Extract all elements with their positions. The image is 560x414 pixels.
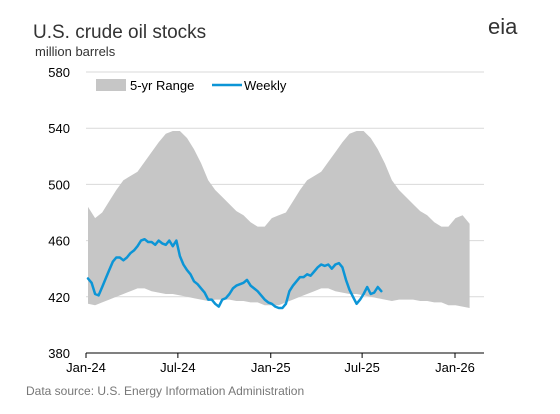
y-tick-label-540: 540 [48, 121, 70, 136]
legend-range-label: 5-yr Range [130, 78, 194, 93]
legend-range-swatch [96, 79, 126, 91]
axis-ticks: 380 420 460 500 540 580 Jan-24 Jul-24 Jan-25 Jul-… [48, 65, 475, 375]
data-source-note: Data source: U.S. Energy Information Adm… [26, 384, 305, 398]
weekly-line-layer [86, 237, 383, 310]
y-tick-label-420: 420 [48, 290, 70, 305]
legend: 5-yr Range Weekly [96, 78, 287, 93]
chart-subtitle: million barrels [35, 44, 116, 59]
x-tick-label-Jul-25: Jul-25 [344, 360, 379, 375]
eia-logo: eia [488, 14, 518, 39]
x-tick-label-Jan-26: Jan-26 [435, 360, 475, 375]
x-tick-label-Jul-24: Jul-24 [160, 360, 195, 375]
y-tick-label-500: 500 [48, 177, 70, 192]
x-tick-label-Jan-24: Jan-24 [66, 360, 106, 375]
y-tick-label-460: 460 [48, 234, 70, 249]
y-tick-label-580: 580 [48, 65, 70, 80]
y-tick-label-380: 380 [48, 346, 70, 361]
five-year-range-band [88, 131, 470, 308]
weekly-series-line [86, 237, 383, 310]
legend-weekly-label: Weekly [244, 78, 287, 93]
x-tick-label-Jan-25: Jan-25 [251, 360, 291, 375]
chart-title: U.S. crude oil stocks [33, 22, 207, 43]
five-year-range-area [88, 131, 470, 308]
